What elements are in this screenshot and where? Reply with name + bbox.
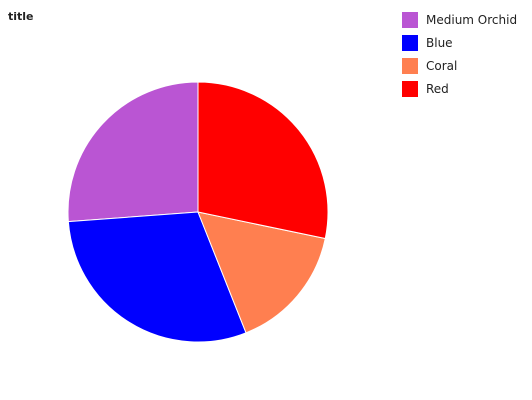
chart-title: title (8, 10, 34, 23)
legend-swatch-red (402, 81, 418, 97)
pie-slice-medium-orchid (67, 81, 199, 223)
legend-label-medium-orchid: Medium Orchid (426, 13, 517, 27)
pie-slice-coral (197, 211, 326, 334)
legend-label-blue: Blue (426, 36, 453, 50)
legend-label-coral: Coral (426, 59, 457, 73)
pie-slices (67, 81, 329, 343)
pie-slice-blue (67, 211, 247, 343)
legend-swatch-coral (402, 58, 418, 74)
pie-slice-red (197, 81, 329, 240)
legend-swatch-blue (402, 35, 418, 51)
legend-swatch-medium-orchid (402, 12, 418, 28)
legend: Medium Orchid Blue Coral Red (402, 12, 517, 97)
legend-label-red: Red (426, 82, 449, 96)
